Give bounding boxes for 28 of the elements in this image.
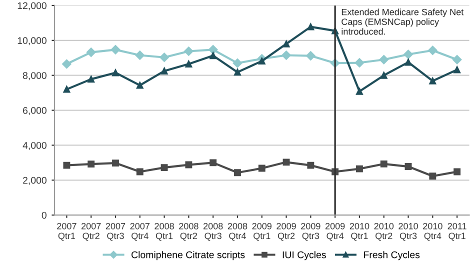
y-tick-label: 0 xyxy=(42,212,46,219)
x-tick-label: 2010 Qtr1 xyxy=(350,222,370,241)
x-tick-label: 2010 Qtr4 xyxy=(423,222,442,241)
x-tick-label: 2009 Qtr4 xyxy=(325,222,345,241)
x-tick-label: 2008 Qtr1 xyxy=(154,222,174,241)
y-tick-label: 6,000 xyxy=(23,107,46,116)
y-tick-label: 4,000 xyxy=(22,142,46,150)
x-tick-label: 2008 Qtr3 xyxy=(204,222,223,241)
x-tick-label: 2008 Qtr2 xyxy=(179,222,198,241)
x-tick-label: 2009 Qtr1 xyxy=(252,222,272,241)
x-tick-label: 2008 Qtr4 xyxy=(228,222,248,241)
y-tick-label: 8,000 xyxy=(22,72,46,80)
x-tick-label: 2010 Qtr3 xyxy=(398,222,418,241)
x-tick-label: 2011 Qtr1 xyxy=(448,222,466,241)
x-tick-label: 2007 Qtr4 xyxy=(130,222,150,241)
legend-label: Clomiphene Citrate scripts xyxy=(132,251,245,260)
legend-label: Fresh Cycles xyxy=(364,251,420,260)
x-tick-label: 2009 Qtr3 xyxy=(301,222,320,241)
x-tick-label: 2007 Qtr2 xyxy=(82,222,101,241)
x-tick-label: 2010 Qtr2 xyxy=(374,222,394,241)
y-tick-label: 2,000 xyxy=(23,176,46,185)
legend-label: IUI Cycles xyxy=(282,251,326,260)
x-tick-label: 2007 Qtr1 xyxy=(57,222,76,241)
y-tick-label: 12,000 xyxy=(18,2,46,10)
x-tick-label: 2007 Qtr3 xyxy=(106,222,126,241)
x-tick-label: 2009 Qtr2 xyxy=(276,222,296,241)
y-tick-label: 10,000 xyxy=(18,37,46,46)
ref-line-label: Extended Medicare Safety Net Caps (EMSNCap) policy introduced. xyxy=(342,8,464,35)
